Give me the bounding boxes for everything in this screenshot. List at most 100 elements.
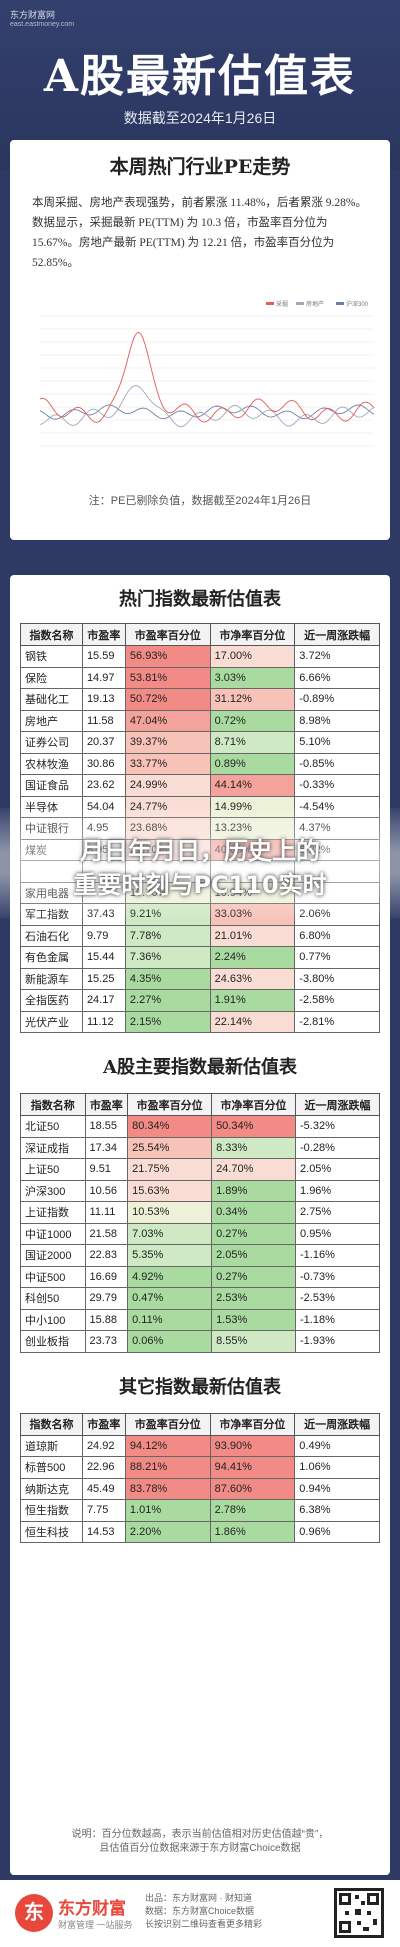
table-row: 中证500 16.69 4.92% 0.27% -0.73% [20, 1265, 380, 1288]
table-header-cell: 市盈率百分位 [124, 623, 211, 646]
table-cell: 0.77% [294, 946, 380, 969]
footer: 东 东方财富 财富管理 一站服务 出品：东方财富网 · 财知道 数据：东方财富C… [0, 1880, 400, 1947]
table-cell: 2.24% [209, 946, 296, 969]
qr-pattern [339, 1893, 379, 1933]
table-cell: 房地产 [20, 709, 83, 732]
pe-chart: 采掘 房地产 沪深300 [18, 290, 382, 486]
table-cell: 21.70% [124, 838, 211, 861]
table-cell: 0.94% [294, 1477, 380, 1500]
table-header-cell: 市盈率 [81, 623, 126, 646]
page-title: A股最新估值表 [43, 51, 357, 102]
table-cell: 2.78% [209, 1499, 296, 1522]
table-row: 农林牧渔 30.86 33.77% 0.89% -0.85% [20, 752, 380, 775]
table-cell: 8.98% [294, 709, 380, 732]
table-cell: 0.34% [211, 1201, 297, 1224]
legend-swatch-hs300 [336, 302, 344, 305]
table-cell: 8.55% [211, 1330, 297, 1353]
table-cell: -2.58% [294, 989, 380, 1012]
table-row: 国证2000 22.83 5.35% 2.05% -1.16% [20, 1244, 380, 1267]
table-cell: 0.72% [209, 709, 296, 732]
table-header-cell: 指数名称 [20, 1412, 83, 1436]
table-cell: 17.00% [209, 645, 296, 668]
table-cell: 基础化工 [20, 688, 83, 711]
table-cell: 93.90% [209, 1434, 296, 1457]
table-header-cell: 近一周涨跌幅 [294, 1412, 380, 1436]
headline-line-1: 月日年月日，历史上的 [80, 837, 320, 865]
table-cell: 国证2000 [20, 1244, 86, 1267]
table-cell: 1.06% [294, 1456, 380, 1479]
table-cell: 88.21% [124, 1456, 211, 1479]
table-row: 科创50 29.79 0.47% 2.53% -2.53% [20, 1287, 380, 1310]
table-cell: 9.51 [84, 1158, 129, 1181]
pe-section-title: 本周热门行业PE走势 [109, 156, 291, 178]
table-cell: -1.16% [295, 1244, 380, 1267]
table-cell: -0.89% [294, 688, 380, 711]
table-cell: -0.73% [295, 1265, 380, 1288]
table-cell: 17.34 [84, 1136, 129, 1159]
table-row: 证券公司 20.37 39.37% 8.71% 5.10% [20, 731, 380, 754]
table-cell: 87.60% [209, 1477, 296, 1500]
table-cell: 23.62 [81, 774, 126, 797]
legend-label-cj: 采掘 [276, 300, 288, 308]
table-cell: 标普500 [20, 1456, 83, 1479]
pe-card: 本周热门行业PE走势 本周采掘、房地产表现强势，前者累涨 11.48%，后者累涨… [10, 140, 390, 540]
headline-overlay [0, 808, 400, 918]
table-cell: 23.68% [124, 817, 211, 840]
brand-mark: 东方财富网 east.eastmoney.com [10, 8, 74, 28]
table-cell: 军工指数 [20, 903, 83, 926]
table-cell: 14.99% [209, 795, 296, 818]
table-cell: 21.01% [209, 924, 296, 947]
table-cell: 15.63% [127, 1179, 213, 1202]
qr-code-icon[interactable] [334, 1888, 384, 1938]
table-cell: 道琼斯 [20, 1434, 83, 1457]
table-cell: 0.49% [294, 1434, 380, 1457]
table-cell: 3.72% [294, 645, 380, 668]
table-cell: 2.15% [124, 1010, 211, 1033]
table-cell: 钢铁 [20, 645, 83, 668]
table-cell: 15.44 [81, 946, 126, 969]
table-cell: 9.21% [124, 903, 211, 926]
table-cell: 22.96 [81, 1456, 126, 1479]
table-cell: 2.06% [294, 903, 380, 926]
table-cell: -3.80% [294, 967, 380, 990]
table-cell: 4.35% [124, 967, 211, 990]
table-cell: 13.23% [209, 817, 296, 840]
table-cell: 科创50 [20, 1287, 86, 1310]
table-cell: -2.81% [294, 1010, 380, 1033]
table-cell: 1.96% [295, 1179, 380, 1202]
main-table-title: A股主要指数最新估值表 [103, 1057, 297, 1078]
headline-line-2: 重要时刻与PC110实时 [73, 871, 327, 899]
table-cell: 中证银行 [20, 817, 83, 840]
table-cell: 家用电器 [20, 881, 83, 904]
table-header-cell: 指数名称 [20, 623, 83, 646]
table-cell: 0.27% [211, 1222, 297, 1245]
table-cell: 2.20% [124, 1520, 211, 1543]
table-cell: 94.41% [209, 1456, 296, 1479]
table-cell: 上证指数 [20, 1201, 86, 1224]
table-cell: -1.93% [295, 1330, 380, 1353]
table-cell: 7.03% [127, 1222, 213, 1245]
table-row: 全指医药 24.17 2.27% 1.91% -2.58% [20, 989, 380, 1012]
table-cell: -4.54% [294, 795, 380, 818]
table-cell: 10.53% [127, 1201, 213, 1224]
table-cell: 4.92% [127, 1265, 213, 1288]
table-cell: 33.77% [124, 752, 211, 775]
pe-chart-legend: 采掘 房地产 沪深300 [266, 300, 369, 308]
table-row: 中小100 15.88 0.11% 1.53% -1.18% [20, 1308, 380, 1331]
table-cell: 21.58 [84, 1222, 129, 1245]
legend-label-fdc: 房地产 [306, 300, 324, 308]
table-cell: 14.53 [81, 1520, 126, 1543]
table-cell: 7.78% [124, 924, 211, 947]
table-cell: 20.37 [81, 731, 126, 754]
table-cell: 2.53% [211, 1287, 297, 1310]
table-cell: 47.04% [124, 709, 211, 732]
eastmoney-logo-icon: 东 [15, 1894, 53, 1932]
table-cell: 全指医药 [20, 989, 83, 1012]
table-row: 中证银行4.9523.68%13.23%4.37% [20, 817, 380, 840]
table-cell: 有色金属 [20, 946, 83, 969]
table-header-cell: 市盈率百分位 [127, 1093, 213, 1116]
legend-label-hs300: 沪深300 [346, 300, 369, 308]
table-cell: 94.12% [124, 1434, 211, 1457]
hot-index-table: 指数名称 市盈率 市盈率百分位 市净率百分位 近一周涨跌幅 钢铁 15.59 56.93% 17… [20, 623, 380, 1033]
